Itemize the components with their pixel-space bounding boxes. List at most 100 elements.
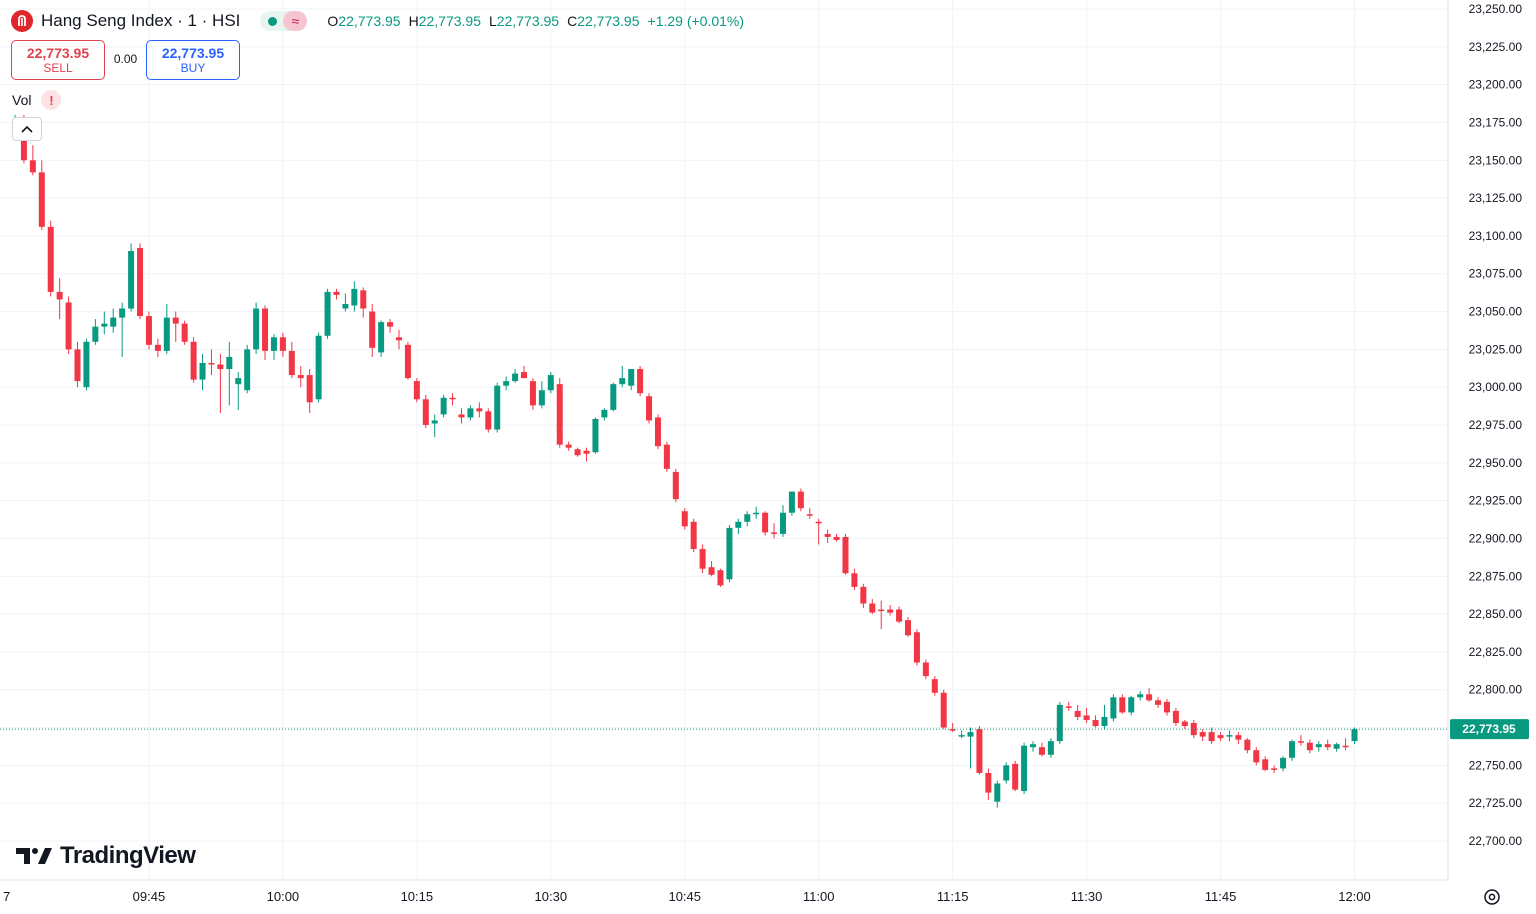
candle	[922, 659, 929, 680]
candle	[154, 338, 161, 357]
candle	[663, 441, 670, 472]
candle-body	[387, 322, 394, 327]
candle	[1271, 765, 1278, 773]
candle	[1038, 742, 1045, 757]
candle-body	[1226, 735, 1233, 737]
candle	[1253, 747, 1260, 766]
candle-body	[74, 349, 81, 382]
candle	[1155, 697, 1162, 708]
candle	[1324, 739, 1331, 751]
candle	[342, 293, 349, 312]
sell-button[interactable]: 22,773.95 SELL	[11, 40, 105, 80]
candle-body	[253, 308, 260, 350]
symbol-title[interactable]: Hang Seng Index · 1 · HSI	[41, 11, 241, 30]
candle-body	[1280, 757, 1287, 769]
open-label: O	[327, 13, 339, 29]
candle	[842, 533, 849, 575]
candle-body	[351, 288, 358, 306]
candle	[646, 393, 653, 424]
candle	[128, 243, 135, 312]
candle	[1181, 719, 1188, 730]
candle-body	[824, 533, 831, 537]
candle-body	[672, 471, 679, 500]
candle	[351, 281, 358, 312]
tradingview-mark-icon	[16, 848, 52, 864]
time-tick-label: 11:45	[1205, 889, 1237, 904]
candle	[833, 533, 840, 542]
candle-body	[342, 303, 349, 309]
candle	[744, 511, 751, 527]
time-tick-label: 10:15	[401, 889, 434, 904]
collapse-legend-button[interactable]	[12, 117, 42, 141]
candle-body	[1324, 744, 1331, 748]
candle-body	[547, 375, 554, 391]
candle	[83, 338, 90, 391]
candle-body	[663, 444, 670, 469]
candle-body	[235, 378, 242, 385]
market-status[interactable]: ≈	[260, 11, 308, 31]
candle	[413, 378, 420, 403]
delayed-data-icon[interactable]: ≈	[283, 11, 308, 31]
chart-settings-button[interactable]	[1481, 886, 1503, 908]
candle-body	[726, 527, 733, 580]
candle-body	[101, 323, 108, 327]
spread-value: 0.00	[113, 52, 138, 66]
volume-legend[interactable]: Vol !	[12, 90, 62, 110]
candle-body	[762, 512, 769, 533]
candle	[1163, 698, 1170, 716]
candle	[601, 408, 608, 421]
candle	[297, 366, 304, 388]
candle-body	[110, 317, 117, 327]
candle-body	[931, 679, 938, 693]
candle-body	[413, 381, 420, 400]
candle	[378, 320, 385, 357]
candle-body	[735, 521, 742, 528]
candle-body	[940, 692, 947, 728]
candle-body	[1137, 694, 1144, 698]
open-value: 22,773.95	[338, 13, 401, 29]
time-axis[interactable]: 7 09:45 10:00 10:15 10:30 10:45 11:00 11:15 11:3…	[3, 889, 1371, 904]
candle-body	[851, 573, 858, 587]
candle	[395, 329, 402, 350]
candle-body	[905, 620, 911, 636]
price-tick-label: 22,750.00	[1469, 758, 1523, 772]
high-label: H	[408, 13, 419, 29]
price-axis[interactable]: 23,250.00 23,225.00 23,200.00 23,175.00 23,1…	[1469, 2, 1523, 848]
candle-body	[440, 397, 447, 415]
candle-body	[1146, 694, 1153, 701]
warning-icon[interactable]: !	[41, 90, 62, 110]
candle-body	[315, 335, 322, 400]
candle-body	[1083, 715, 1090, 720]
candle	[1065, 701, 1072, 711]
candle-body	[1012, 763, 1019, 790]
time-tick-label: 10:30	[535, 889, 568, 904]
candle	[476, 402, 483, 418]
close-value: 22,773.95	[577, 13, 640, 29]
candle-body	[637, 369, 644, 394]
candle-body	[128, 251, 135, 309]
candle	[753, 506, 760, 519]
candle-body	[538, 390, 545, 406]
candle-body	[1253, 750, 1260, 763]
candle	[92, 319, 99, 345]
candle	[226, 341, 233, 406]
candle-body	[288, 350, 295, 376]
candle	[1235, 732, 1242, 745]
candle	[985, 768, 992, 801]
candle	[1003, 762, 1010, 784]
candle	[65, 296, 72, 354]
candle	[172, 311, 179, 342]
candle	[181, 320, 188, 345]
candle	[56, 278, 63, 320]
tradingview-logo[interactable]: TradingView	[16, 842, 196, 870]
candle-body	[797, 491, 804, 509]
candle	[279, 332, 286, 357]
candle	[440, 394, 447, 418]
candle	[1297, 735, 1304, 746]
buy-button[interactable]: 22,773.95 BUY	[146, 40, 240, 80]
chevron-up-icon	[21, 125, 33, 133]
candle	[654, 414, 661, 450]
candle	[1110, 694, 1117, 722]
candle	[288, 341, 295, 379]
